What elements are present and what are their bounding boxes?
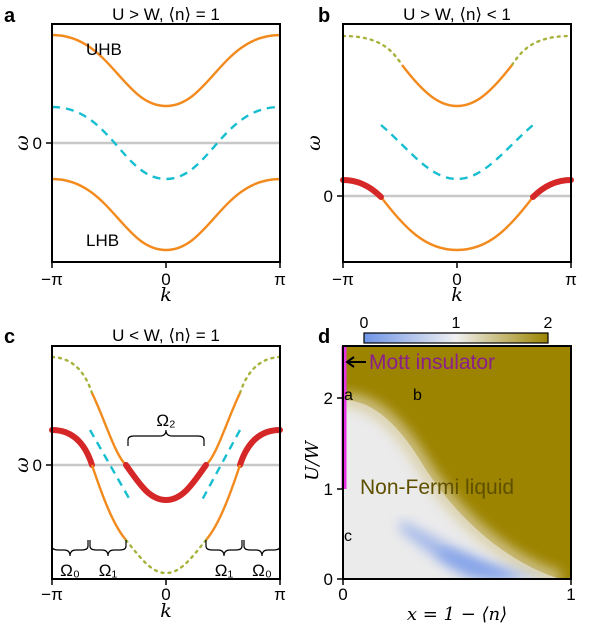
panel-d-letter: d: [318, 326, 330, 348]
x-tick-right: π: [565, 270, 577, 289]
upper-band-occupied: [123, 462, 209, 504]
x-tick-mid: 0: [161, 585, 170, 604]
non-fermi-liquid-region: [343, 400, 560, 579]
x-tick-1: 1: [566, 585, 575, 604]
lower-band: [380, 196, 534, 252]
panel-b: b U > W, ⟨n⟩ < 1 0 ω −π 0 π k: [303, 5, 577, 306]
lower-band: [90, 464, 127, 541]
x-tick-0: 0: [338, 585, 347, 604]
lower-band-occupied: [340, 177, 384, 200]
panel-d-frame: [342, 345, 572, 580]
x-axis-label: k: [451, 284, 463, 306]
panel-d: d 0 1 2 Mott insulator Non-Fermi liquid …: [302, 315, 576, 625]
omega0-right-label: Ω₀: [252, 561, 272, 580]
panel-a: a U > W, ⟨n⟩ = 1 UHB LHB 0 ω −π 0 π k: [4, 5, 286, 306]
upper-band: [90, 392, 127, 466]
colorbar-tick-2: 2: [544, 315, 553, 332]
x-tick-left: −π: [41, 585, 63, 604]
point-c-label: c: [344, 528, 352, 545]
y-tick-1: 1: [324, 480, 333, 499]
upper-band-empty: [50, 355, 94, 395]
y-axis-zero: 0: [33, 134, 42, 153]
upper-band: [205, 392, 242, 466]
colorbar: [363, 332, 549, 344]
y-axis-zero: 0: [324, 187, 333, 206]
panel-c: c U < W, ⟨n⟩ = 1 Ω₂ Ω₀ Ω₁ Ω₁ Ω₀: [4, 326, 286, 622]
x-axis-label: x = 1 − ⟨n⟩: [407, 604, 507, 625]
y-axis-zero: 0: [33, 456, 42, 475]
omega0-right-brace: [243, 540, 281, 557]
y-tick-2: 2: [324, 389, 333, 408]
quasiparticle-band: [380, 124, 534, 181]
panel-c-letter: c: [4, 326, 15, 348]
nfl-label: Non-Fermi liquid: [360, 476, 514, 499]
y-axis-label: U/W: [302, 440, 323, 481]
lower-hubbard-band: [51, 177, 281, 252]
upper-band-empty: [238, 355, 282, 395]
y-axis-label: ω: [11, 135, 33, 151]
omega2-brace: [127, 429, 205, 446]
crossover-fade: [343, 393, 563, 579]
panel-a-letter: a: [4, 5, 16, 27]
mott-insulator-label: Mott insulator: [369, 351, 495, 374]
x-tick-mid: 0: [161, 270, 170, 289]
upper-band-empty: [510, 34, 573, 67]
omega1-left-brace: [89, 540, 127, 557]
x-axis-label: k: [160, 600, 172, 622]
low-weight-region: [400, 520, 520, 579]
upper-band: [401, 64, 513, 108]
lhb-label: LHB: [86, 231, 119, 250]
omega1-left-label: Ω₁: [99, 561, 118, 580]
omega1-right-brace: [205, 540, 243, 557]
point-a-label: a: [344, 387, 353, 404]
low-weight-region: [440, 548, 545, 579]
x-axis-label: k: [160, 284, 172, 306]
y-axis-label: ω: [11, 457, 33, 473]
x-tick-mid: 0: [452, 270, 461, 289]
lower-band: [205, 464, 242, 541]
omega1-right-label: Ω₁: [215, 561, 234, 580]
y-axis-label: ω: [303, 135, 325, 151]
panel-b-title: U > W, ⟨n⟩ < 1: [403, 5, 511, 24]
x-tick-left: −π: [41, 270, 63, 289]
panel-b-frame: [342, 23, 572, 263]
upper-band-empty: [341, 34, 404, 67]
quasiparticle-band: [51, 105, 281, 181]
x-tick-right: π: [274, 270, 286, 289]
lower-band-occupied: [530, 177, 574, 200]
arrow-icon: [345, 356, 366, 368]
panel-a-title: U > W, ⟨n⟩ = 1: [112, 5, 220, 24]
omega2-label: Ω₂: [156, 411, 175, 430]
omega0-left-label: Ω₀: [60, 561, 80, 580]
uhb-label: UHB: [86, 40, 122, 59]
lower-band-occupied: [237, 427, 283, 468]
x-tick-right: π: [274, 585, 286, 604]
x-tick-left: −π: [332, 270, 354, 289]
y-tick-0: 0: [324, 570, 333, 589]
phase-diagram-map: [343, 346, 571, 579]
panel-b-letter: b: [318, 5, 330, 27]
panel-c-title: U < W, ⟨n⟩ = 1: [112, 326, 220, 345]
colorbar-tick-1: 1: [452, 315, 461, 332]
colorbar-tick-0: 0: [360, 315, 369, 332]
upper-hubbard-band: [51, 33, 281, 108]
lower-band-occupied: [49, 427, 95, 468]
point-b-label: b: [413, 387, 422, 404]
lower-band-empty: [124, 538, 208, 575]
omega0-left-brace: [51, 540, 89, 557]
